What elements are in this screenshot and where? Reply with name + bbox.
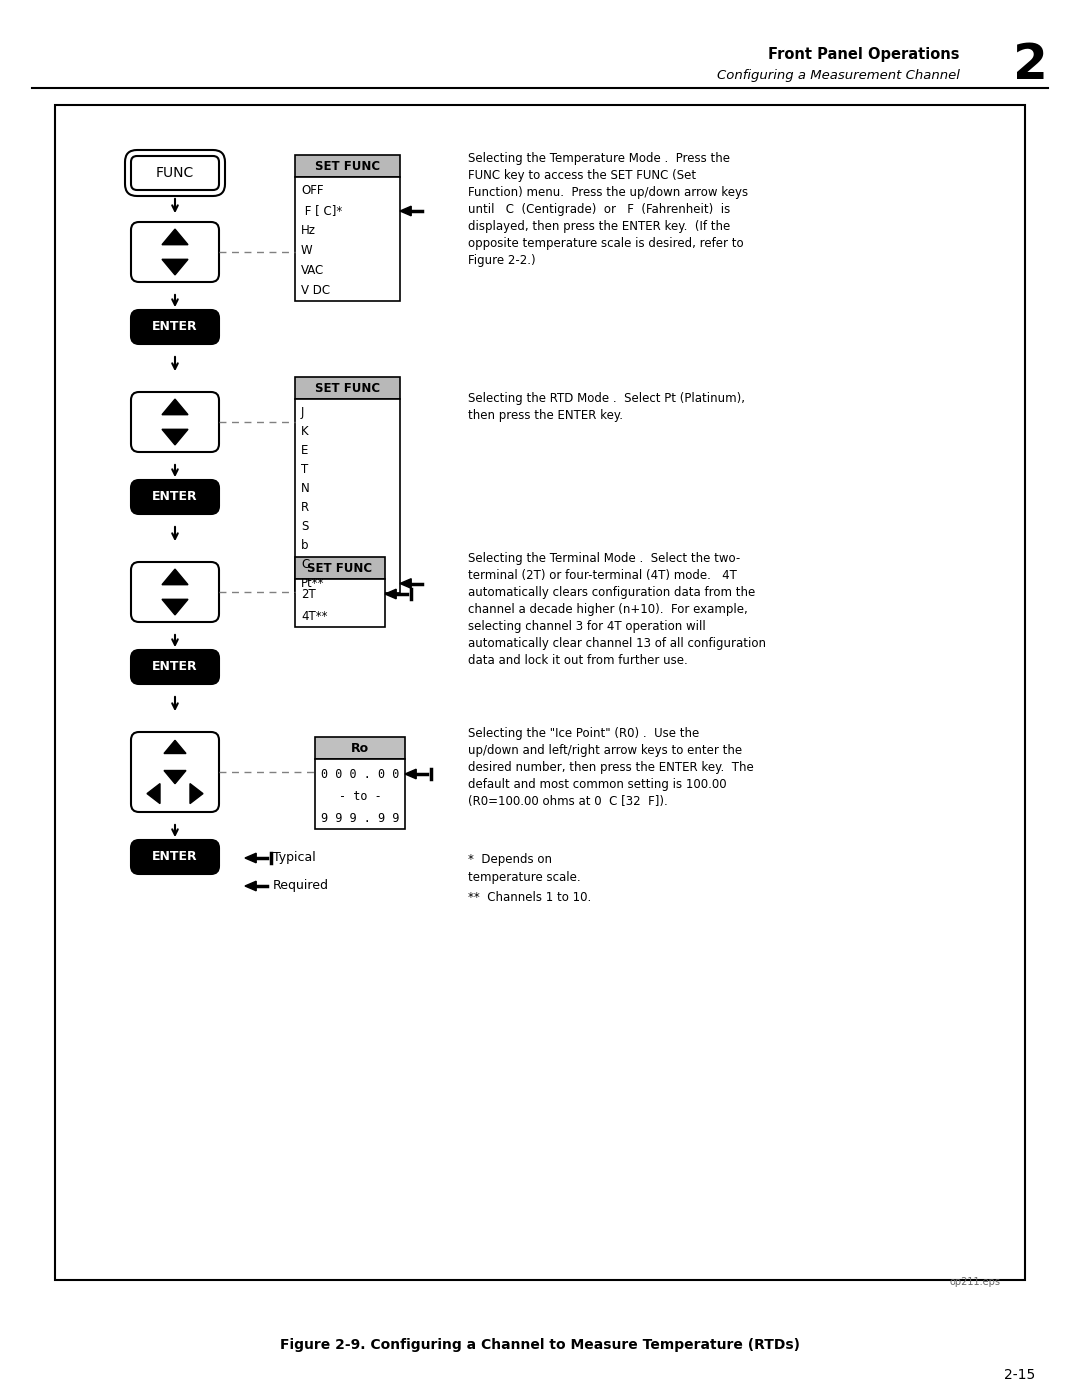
FancyBboxPatch shape <box>125 149 225 196</box>
Text: 9 9 9 . 9 9: 9 9 9 . 9 9 <box>321 812 400 824</box>
Text: b: b <box>301 539 309 552</box>
Text: V DC: V DC <box>301 285 330 298</box>
Text: SET FUNC: SET FUNC <box>308 562 373 574</box>
Polygon shape <box>162 569 188 585</box>
Text: FUNC: FUNC <box>156 166 194 180</box>
Text: N: N <box>301 482 310 495</box>
Text: Selecting the "Ice Point" (R0) .  Use the
up/down and left/right arrow keys to e: Selecting the "Ice Point" (R0) . Use the… <box>468 726 754 807</box>
Polygon shape <box>245 854 256 863</box>
FancyBboxPatch shape <box>131 393 219 453</box>
Polygon shape <box>164 771 186 784</box>
Text: R: R <box>301 502 309 514</box>
Bar <box>295 400 400 592</box>
Text: *  Depends on
temperature scale.: * Depends on temperature scale. <box>468 854 581 884</box>
Text: **  Channels 1 to 10.: ** Channels 1 to 10. <box>468 891 591 904</box>
Polygon shape <box>400 578 411 588</box>
Text: W: W <box>301 244 312 257</box>
Text: Selecting the Temperature Mode .  Press the
FUNC key to access the SET FUNC (Set: Selecting the Temperature Mode . Press t… <box>468 152 748 267</box>
Text: ENTER: ENTER <box>152 490 198 503</box>
Text: SET FUNC: SET FUNC <box>315 159 380 172</box>
Text: Typical: Typical <box>273 852 315 865</box>
Polygon shape <box>147 784 160 803</box>
Text: 2T: 2T <box>301 588 315 601</box>
Text: Figure 2-9. Configuring a Channel to Measure Temperature (RTDs): Figure 2-9. Configuring a Channel to Mea… <box>280 1338 800 1352</box>
Polygon shape <box>190 784 203 803</box>
Polygon shape <box>162 429 188 444</box>
Polygon shape <box>384 590 396 599</box>
Bar <box>295 155 400 177</box>
Text: T: T <box>301 462 308 476</box>
Bar <box>315 738 405 759</box>
Text: J: J <box>301 407 305 419</box>
FancyBboxPatch shape <box>131 840 219 875</box>
Text: 2-15: 2-15 <box>1004 1368 1036 1382</box>
Bar <box>295 177 400 300</box>
Text: F [ C]*: F [ C]* <box>301 204 342 218</box>
Text: Required: Required <box>273 880 329 893</box>
Text: E: E <box>301 444 309 457</box>
Bar <box>295 557 384 578</box>
FancyBboxPatch shape <box>131 650 219 685</box>
Polygon shape <box>405 770 416 778</box>
Text: 0 0 0 . 0 0: 0 0 0 . 0 0 <box>321 767 400 781</box>
Polygon shape <box>400 207 411 215</box>
FancyBboxPatch shape <box>131 222 219 282</box>
Text: Front Panel Operations: Front Panel Operations <box>769 47 960 63</box>
Text: Ro: Ro <box>351 742 369 754</box>
Text: Selecting the RTD Mode .  Select Pt (Platinum),
then press the ENTER key.: Selecting the RTD Mode . Select Pt (Plat… <box>468 393 745 422</box>
Text: ENTER: ENTER <box>152 320 198 334</box>
FancyBboxPatch shape <box>131 732 219 812</box>
Text: Configuring a Measurement Channel: Configuring a Measurement Channel <box>717 68 960 81</box>
Polygon shape <box>162 599 188 615</box>
Bar <box>295 377 400 400</box>
Polygon shape <box>245 882 256 891</box>
Text: Hz: Hz <box>301 225 316 237</box>
Text: 2: 2 <box>1013 41 1048 89</box>
FancyBboxPatch shape <box>131 156 219 190</box>
Text: VAC: VAC <box>301 264 324 278</box>
Text: SET FUNC: SET FUNC <box>315 381 380 394</box>
Text: 4T**: 4T** <box>301 609 327 623</box>
Text: Pt**: Pt** <box>301 577 324 590</box>
Polygon shape <box>164 740 186 753</box>
Polygon shape <box>162 260 188 275</box>
Text: op211.eps: op211.eps <box>949 1277 1000 1287</box>
Text: ENTER: ENTER <box>152 661 198 673</box>
Bar <box>55 105 1025 1280</box>
FancyBboxPatch shape <box>131 310 219 344</box>
Text: S: S <box>301 520 309 534</box>
Polygon shape <box>162 400 188 415</box>
Text: - to -: - to - <box>339 789 381 802</box>
Text: K: K <box>301 425 309 439</box>
Polygon shape <box>162 229 188 244</box>
Bar <box>315 759 405 828</box>
Text: C: C <box>301 557 309 571</box>
Text: Selecting the Terminal Mode .  Select the two-
terminal (2T) or four-terminal (4: Selecting the Terminal Mode . Select the… <box>468 552 766 666</box>
Text: OFF: OFF <box>301 184 324 197</box>
Text: ENTER: ENTER <box>152 851 198 863</box>
FancyBboxPatch shape <box>131 562 219 622</box>
FancyBboxPatch shape <box>131 481 219 514</box>
Bar <box>295 578 384 627</box>
